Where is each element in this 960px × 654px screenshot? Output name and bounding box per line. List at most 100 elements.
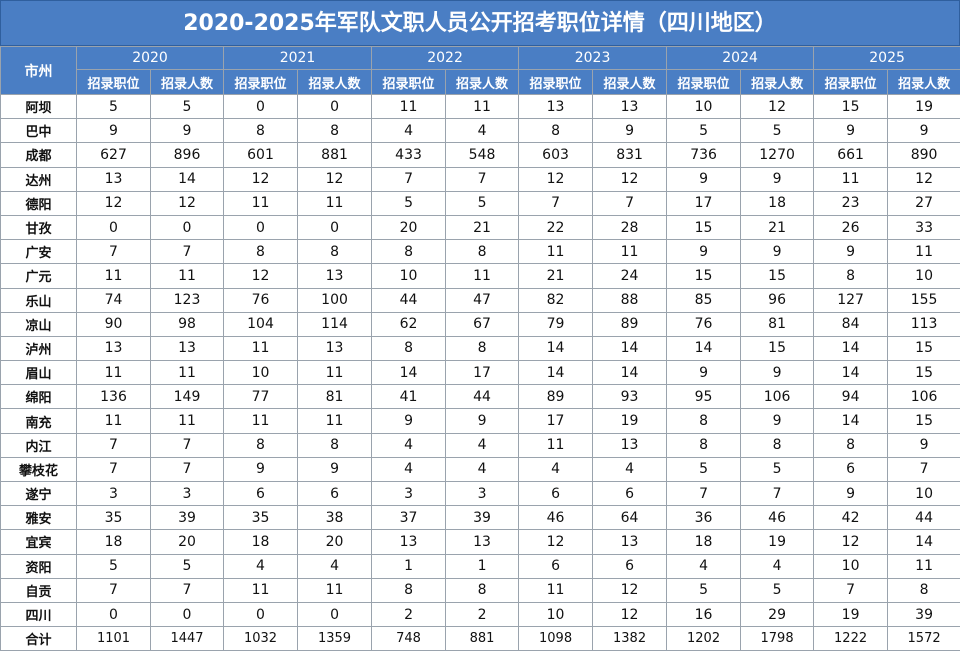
headcount-cell: 7 — [740, 480, 815, 507]
headcount-cell: 8 — [445, 577, 520, 603]
city-name-cell: 德阳 — [0, 190, 77, 216]
positions-cell: 17 — [518, 408, 594, 434]
positions-cell: 41 — [371, 384, 447, 410]
headcount-cell: 100 — [297, 287, 373, 313]
headcount-cell: 10 — [887, 480, 960, 507]
headcount-cell: 155 — [887, 287, 960, 313]
headcount-cell: 12 — [887, 166, 960, 192]
headcount-cell: 1572 — [887, 626, 960, 652]
table-row: 泸州 13 13 11 13 8 8 14 14 14 15 14 15 — [0, 335, 960, 362]
positions-cell: 8 — [666, 432, 742, 458]
positions-cell: 2 — [371, 601, 447, 628]
headcount-cell: 11 — [297, 577, 373, 603]
headcount-cell: 11 — [297, 408, 373, 434]
positions-header: 招录职位 — [76, 69, 151, 95]
city-name-cell: 绵阳 — [0, 384, 77, 410]
positions-cell: 9 — [666, 166, 742, 192]
headcount-cell: 6 — [297, 480, 373, 507]
headcount-cell: 5 — [445, 190, 520, 216]
headcount-cell: 24 — [592, 263, 668, 289]
headcount-cell: 10 — [887, 263, 960, 289]
positions-cell: 0 — [223, 601, 299, 628]
positions-cell: 9 — [813, 480, 889, 507]
city-name-cell: 成都 — [0, 142, 77, 168]
headcount-cell: 11 — [297, 360, 373, 386]
headcount-cell: 0 — [297, 601, 373, 628]
positions-cell: 18 — [223, 529, 299, 555]
headcount-cell: 4 — [740, 553, 815, 579]
positions-cell: 12 — [813, 529, 889, 555]
positions-cell: 19 — [813, 601, 889, 628]
headcount-cell: 12 — [740, 93, 815, 120]
headcount-cell: 11 — [149, 263, 225, 289]
headcount-cell: 7 — [445, 166, 520, 192]
positions-cell: 433 — [371, 142, 447, 168]
headcount-cell: 21 — [445, 214, 520, 241]
headcount-cell: 0 — [149, 601, 225, 628]
table-row: 宜宾 18 20 18 20 13 13 12 13 18 19 12 14 — [0, 529, 960, 555]
city-column-header: 市州 — [0, 46, 77, 95]
positions-cell: 14 — [518, 360, 594, 386]
positions-cell: 85 — [666, 287, 742, 313]
headcount-cell: 11 — [592, 239, 668, 265]
positions-cell: 4 — [666, 553, 742, 579]
headcount-cell: 123 — [149, 287, 225, 313]
headcount-cell: 4 — [445, 118, 520, 144]
positions-cell: 84 — [813, 311, 889, 337]
headcount-cell: 106 — [887, 384, 960, 410]
headcount-cell: 7 — [149, 456, 225, 483]
headcount-cell: 14 — [887, 529, 960, 555]
headcount-cell: 890 — [887, 142, 960, 168]
positions-cell: 136 — [76, 384, 151, 410]
positions-cell: 9 — [223, 456, 299, 483]
positions-cell: 7 — [76, 432, 151, 458]
table-row: 甘孜 0 0 0 0 20 21 22 28 15 21 26 33 — [0, 214, 960, 241]
total-row: 合计 1101 1447 1032 1359 748 881 1098 1382 1202 1798… — [0, 626, 960, 652]
positions-cell: 104 — [223, 311, 299, 337]
positions-cell: 11 — [518, 577, 594, 603]
city-name-cell: 宜宾 — [0, 529, 77, 555]
positions-cell: 11 — [518, 239, 594, 265]
positions-cell: 82 — [518, 287, 594, 313]
headcount-cell: 7 — [592, 190, 668, 216]
positions-cell: 8 — [371, 335, 447, 362]
headcount-cell: 47 — [445, 287, 520, 313]
positions-cell: 35 — [76, 505, 151, 531]
positions-cell: 26 — [813, 214, 889, 241]
headcount-cell: 14 — [592, 335, 668, 362]
headcount-cell: 11 — [149, 360, 225, 386]
positions-cell: 76 — [223, 287, 299, 313]
table-row: 巴中 9 9 8 8 4 4 8 9 5 5 9 9 — [0, 118, 960, 144]
headcount-cell: 64 — [592, 505, 668, 531]
headcount-header: 招录人数 — [887, 69, 960, 95]
headcount-cell: 15 — [887, 408, 960, 434]
table-row: 广安 7 7 8 8 8 8 11 11 9 9 9 11 — [0, 239, 960, 265]
positions-cell: 44 — [371, 287, 447, 313]
headcount-cell: 8 — [445, 335, 520, 362]
year-header: 2023 — [518, 46, 668, 70]
positions-cell: 13 — [76, 166, 151, 192]
positions-cell: 661 — [813, 142, 889, 168]
positions-cell: 12 — [223, 263, 299, 289]
positions-cell: 7 — [76, 239, 151, 265]
positions-cell: 736 — [666, 142, 742, 168]
city-name-cell: 泸州 — [0, 335, 77, 362]
positions-cell: 4 — [371, 118, 447, 144]
headcount-cell: 96 — [740, 287, 815, 313]
positions-cell: 10 — [371, 263, 447, 289]
positions-cell: 4 — [371, 432, 447, 458]
headcount-cell: 8 — [740, 432, 815, 458]
positions-cell: 5 — [76, 93, 151, 120]
positions-cell: 11 — [76, 360, 151, 386]
headcount-cell: 13 — [592, 529, 668, 555]
positions-cell: 4 — [518, 456, 594, 483]
positions-cell: 5 — [666, 577, 742, 603]
headcount-cell: 1382 — [592, 626, 668, 652]
headcount-cell: 19 — [887, 93, 960, 120]
positions-cell: 46 — [518, 505, 594, 531]
headcount-cell: 9 — [740, 408, 815, 434]
headcount-cell: 9 — [297, 456, 373, 483]
year-header: 2024 — [666, 46, 815, 70]
positions-cell: 13 — [76, 335, 151, 362]
headcount-cell: 3 — [445, 480, 520, 507]
